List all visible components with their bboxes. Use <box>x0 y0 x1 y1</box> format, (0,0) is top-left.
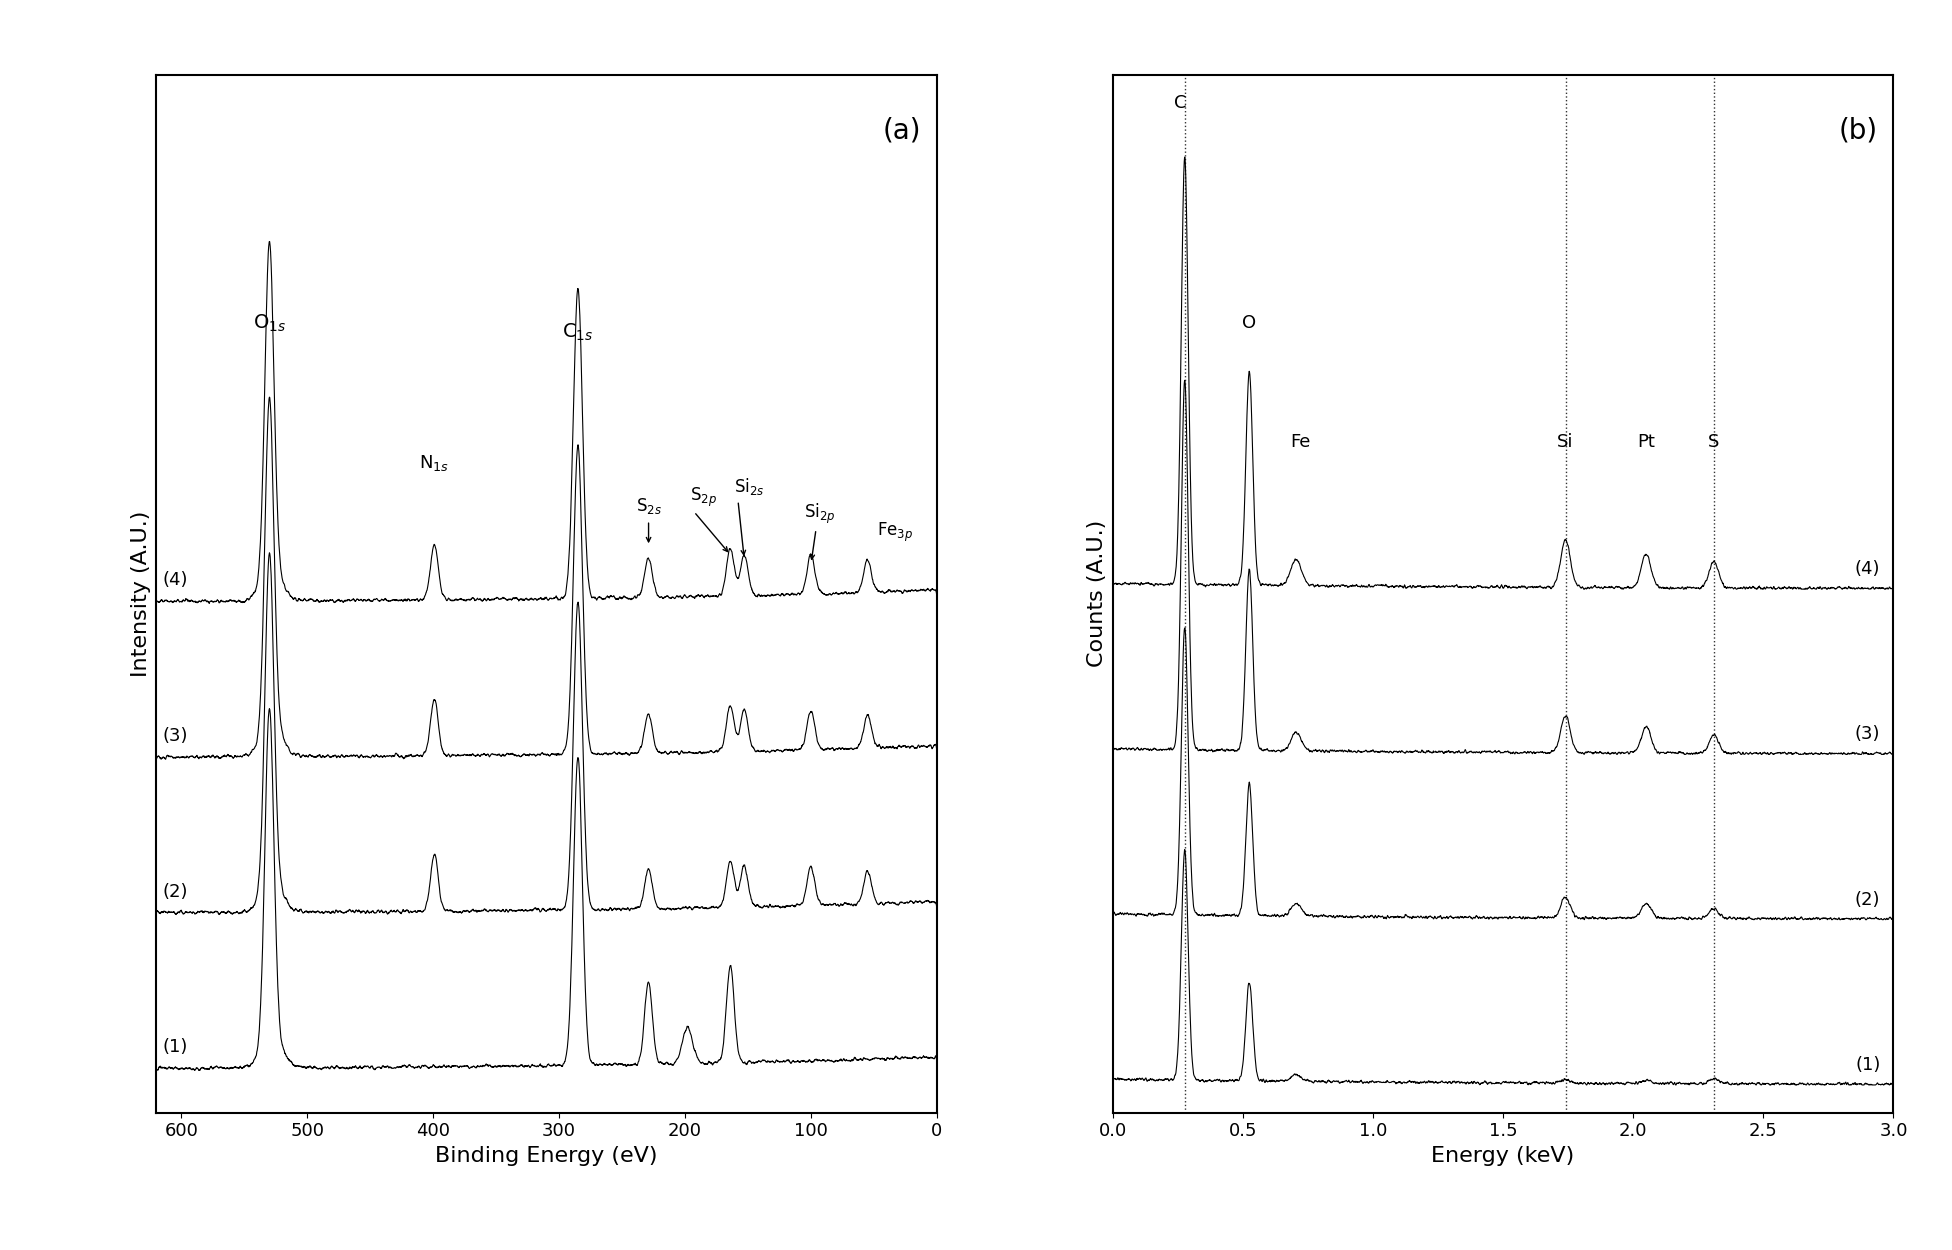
Text: (3): (3) <box>162 728 187 745</box>
Text: (4): (4) <box>1854 560 1880 579</box>
Text: S: S <box>1708 434 1720 451</box>
Text: (2): (2) <box>162 882 187 901</box>
Text: (b): (b) <box>1839 116 1878 145</box>
Text: (3): (3) <box>1854 725 1880 744</box>
Text: O$_{1s}$: O$_{1s}$ <box>254 312 287 335</box>
Text: Si$_{2s}$: Si$_{2s}$ <box>734 476 765 498</box>
Y-axis label: Counts (A.U.): Counts (A.U.) <box>1087 520 1107 668</box>
Text: (1): (1) <box>162 1039 187 1056</box>
Text: N$_{1s}$: N$_{1s}$ <box>420 452 449 472</box>
Text: Si$_{2p}$: Si$_{2p}$ <box>804 503 835 526</box>
Text: Si: Si <box>1558 434 1573 451</box>
Text: (2): (2) <box>1854 891 1880 909</box>
Text: Fe: Fe <box>1290 434 1310 451</box>
Text: (4): (4) <box>162 571 187 590</box>
Text: (1): (1) <box>1854 1056 1880 1074</box>
Text: (a): (a) <box>882 116 921 145</box>
Text: O: O <box>1241 314 1257 332</box>
X-axis label: Energy (keV): Energy (keV) <box>1431 1146 1575 1166</box>
Text: S$_{2s}$: S$_{2s}$ <box>636 496 662 516</box>
Text: C$_{1s}$: C$_{1s}$ <box>562 321 593 342</box>
Text: C: C <box>1173 94 1187 111</box>
Text: Pt: Pt <box>1638 434 1655 451</box>
Text: Fe$_{3p}$: Fe$_{3p}$ <box>876 520 914 544</box>
X-axis label: Binding Energy (eV): Binding Energy (eV) <box>435 1146 658 1166</box>
Y-axis label: Intensity (A.U.): Intensity (A.U.) <box>131 510 150 678</box>
Text: S$_{2p}$: S$_{2p}$ <box>691 486 716 509</box>
